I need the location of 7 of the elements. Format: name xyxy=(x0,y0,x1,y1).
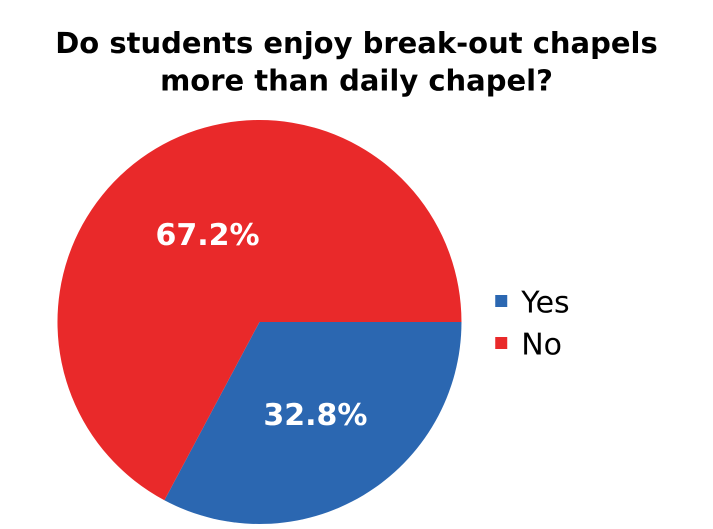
pie-slice xyxy=(58,120,462,500)
legend-label: No xyxy=(521,328,562,363)
data-label: 32.8% xyxy=(263,398,368,433)
data-label: 67.2% xyxy=(155,218,260,253)
pie-slice xyxy=(164,322,462,524)
chart-title: Do students enjoy break-out chapels more than daily chapel? xyxy=(55,26,658,98)
legend-label: Yes xyxy=(520,286,570,321)
